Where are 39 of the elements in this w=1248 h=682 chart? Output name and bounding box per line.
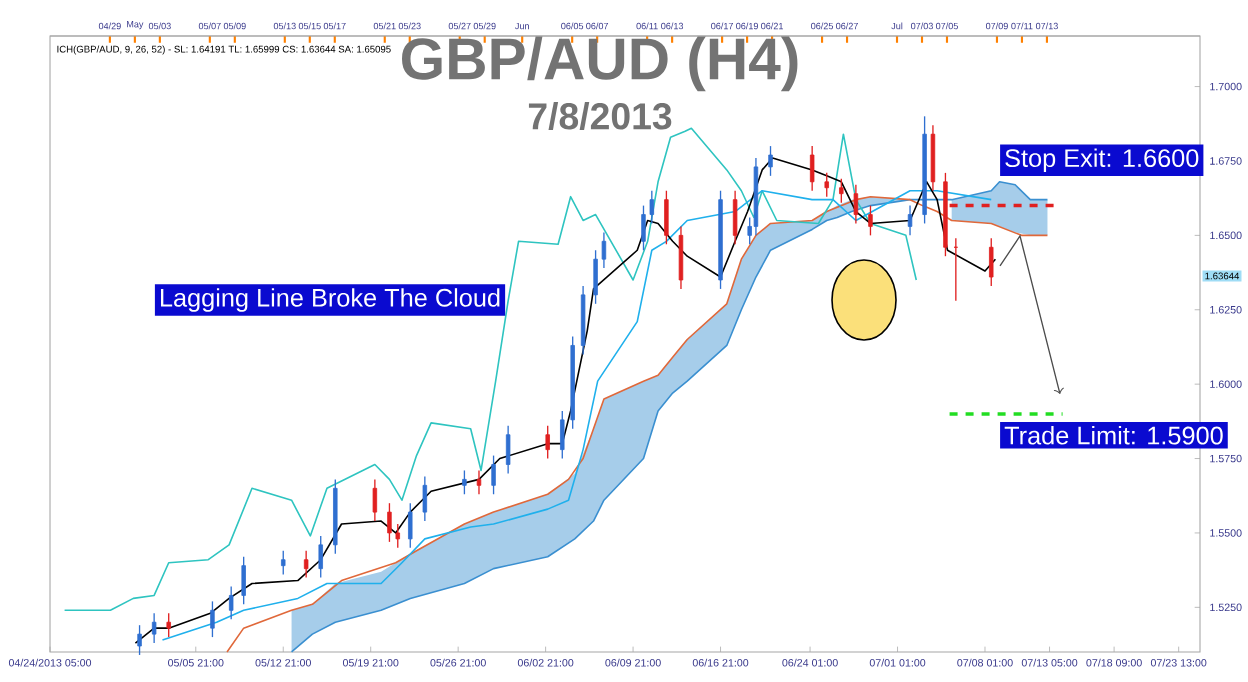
candlestick [678,225,684,290]
candlestick [839,178,844,204]
candlestick [732,190,738,245]
candlestick [641,204,646,251]
candlestick [151,612,157,644]
candlestick [491,454,496,495]
candlestick [241,556,246,606]
candlestick [137,624,142,656]
candlestick [664,190,669,245]
candlestick [824,172,829,198]
line-series [63,127,918,612]
annotation: Trade Limit: 1.5900 [1004,425,1223,445]
candlestick [989,237,994,287]
candlestick [303,550,309,579]
candlestick [166,612,171,638]
candlestick [318,535,323,579]
annotation: Stop Exit: 1.6600 [1005,148,1199,173]
candlestick [930,124,936,192]
candlestick [768,145,773,177]
candlestick [868,204,873,237]
candlestick [545,425,550,460]
candlestick [505,425,511,475]
candlestick [210,600,215,638]
candlestick [281,550,286,576]
chart-title: GBP/AUD (H4) [401,36,798,92]
candlestick [809,145,815,192]
candlestick [372,478,378,522]
candlestick [462,469,467,495]
candlestick [560,410,565,460]
annotation: Lagging Line Broke The Cloud [160,288,500,312]
candlestick [422,475,428,522]
candlestick [228,585,234,620]
candlestick [907,204,913,237]
candlestick [387,502,392,543]
text: 7/8/2013 [528,102,672,130]
candlestick [408,502,413,549]
candlestick [593,249,598,305]
candlestick [853,184,859,225]
candlestick [476,469,482,495]
